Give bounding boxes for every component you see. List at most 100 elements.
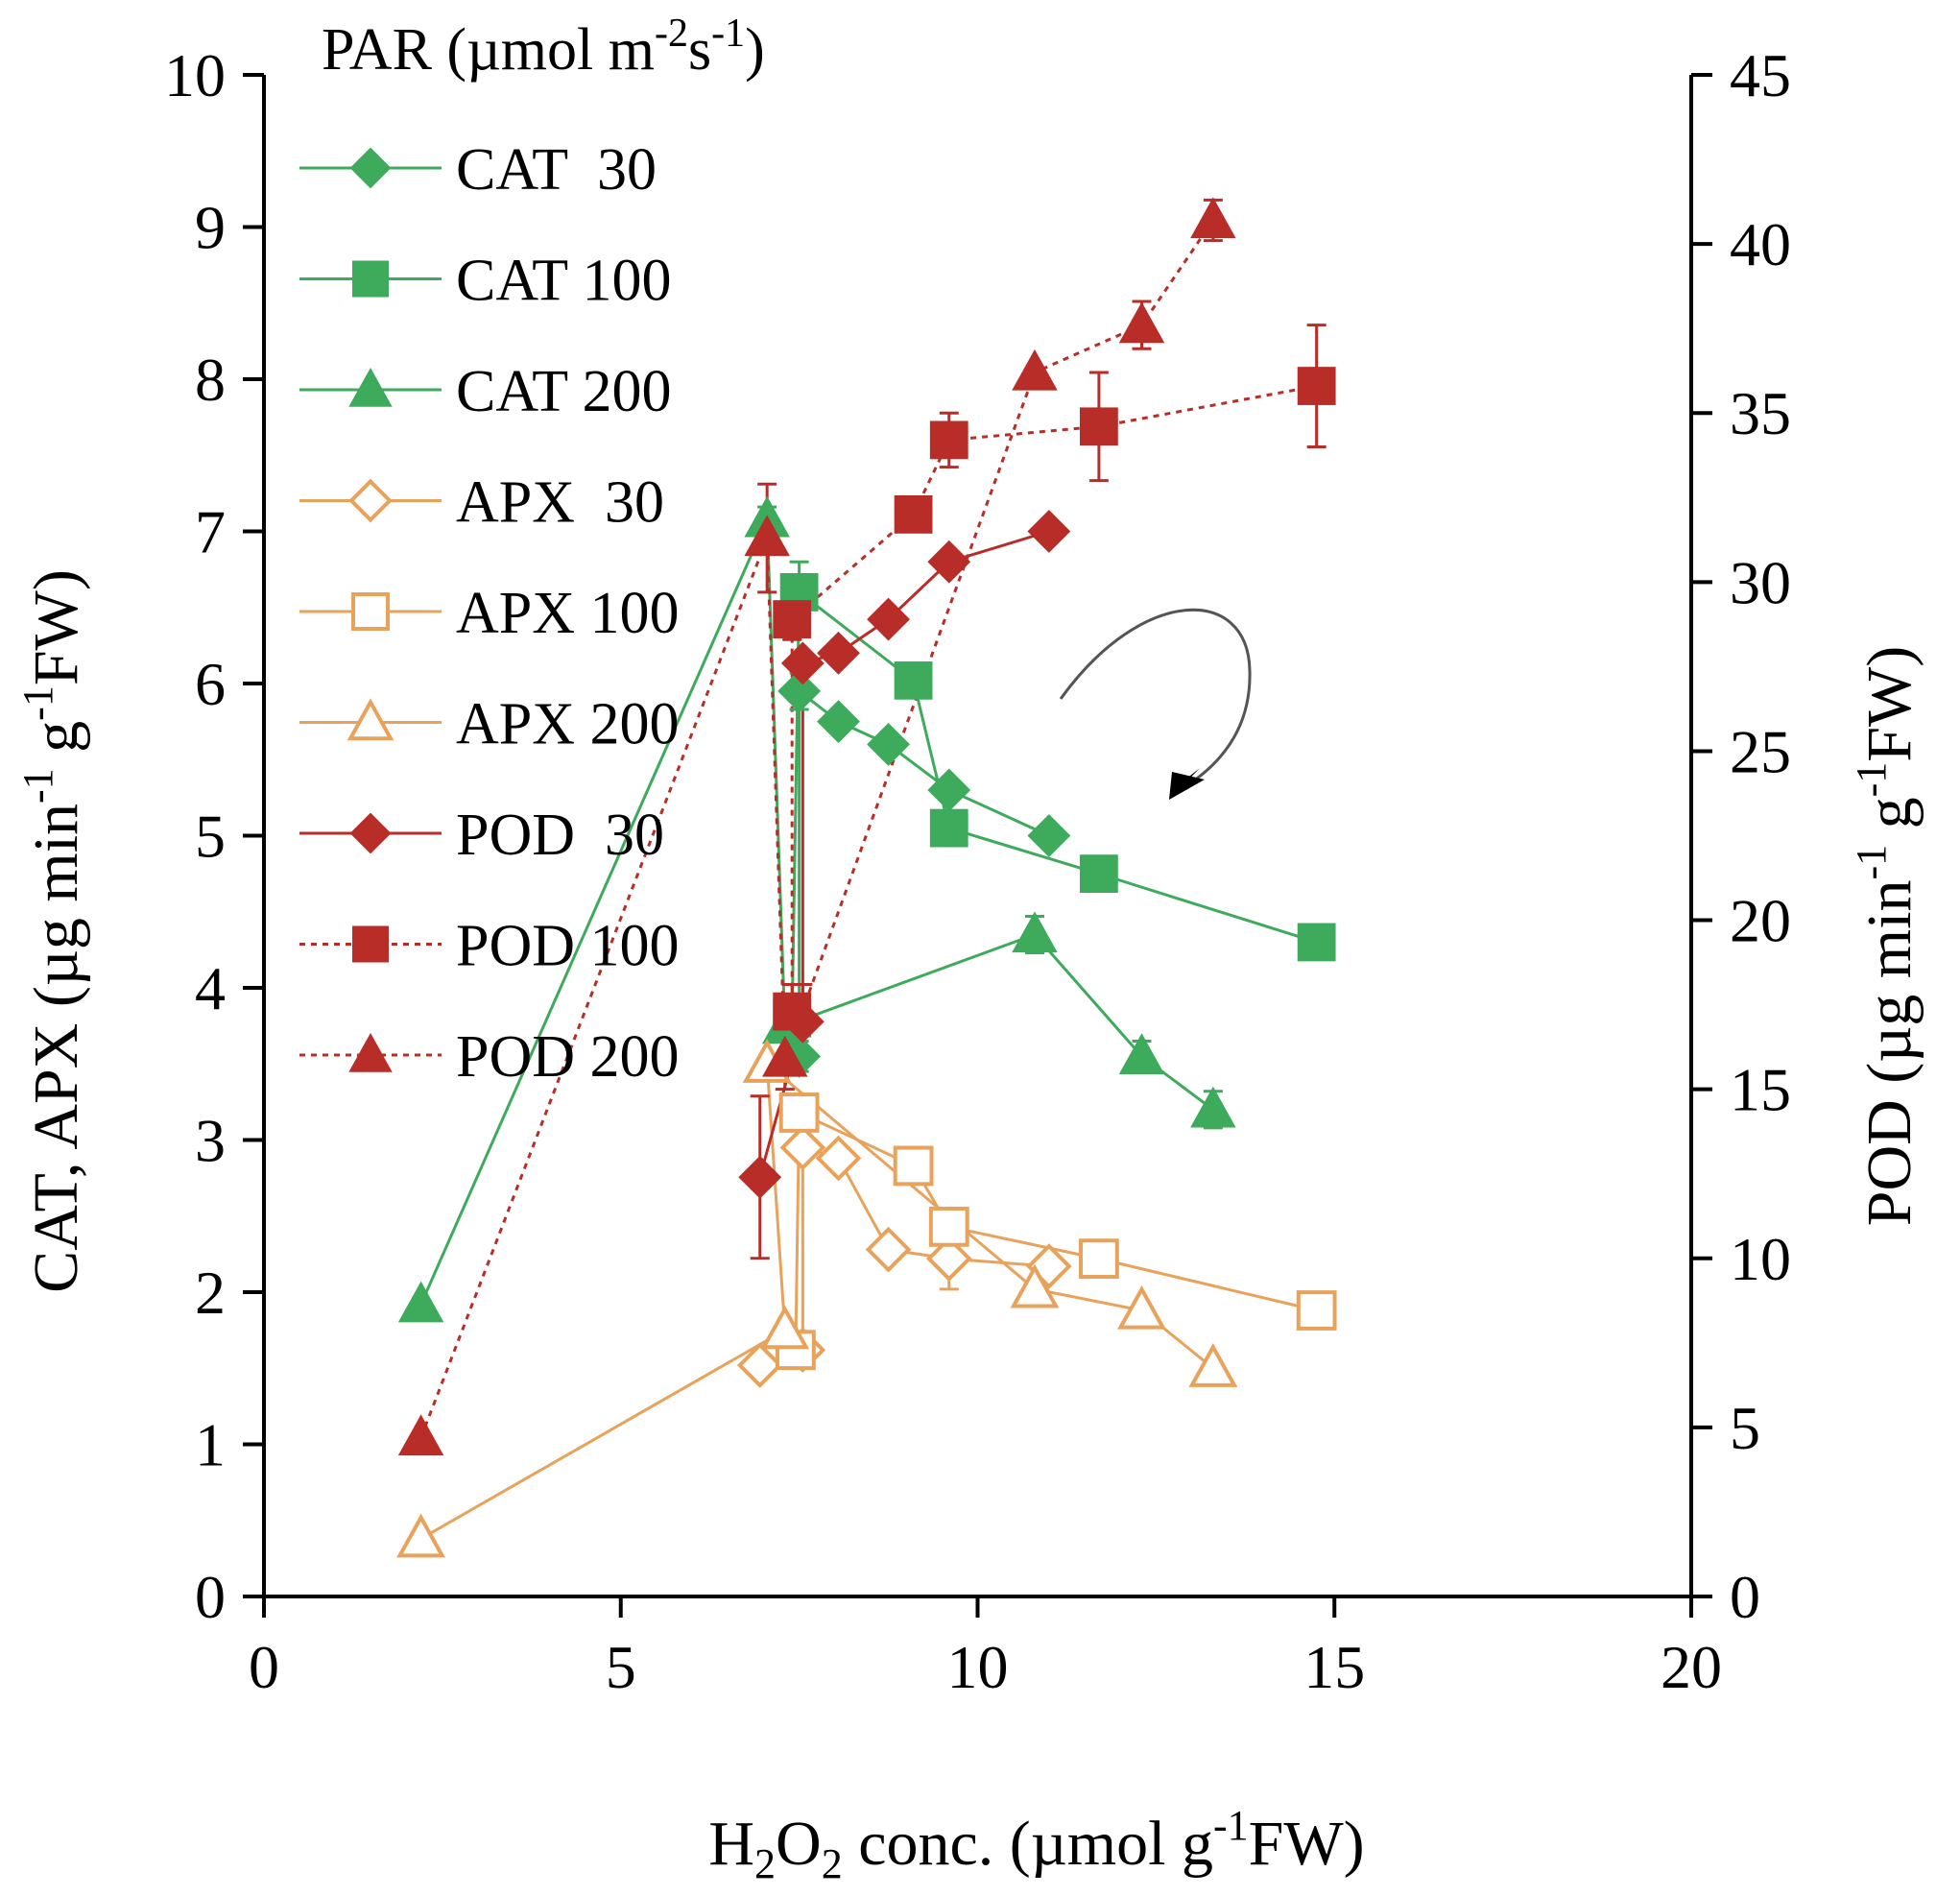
point-cat-100: [894, 660, 933, 700]
point-apx-100: [928, 1206, 969, 1247]
y-right-tick-label: 45: [1730, 41, 1791, 109]
legend-marker-apx-200: [347, 698, 394, 741]
legend-marker-pod-100: [352, 925, 389, 963]
legend-title: PAR (µmol m-2s-1): [322, 12, 765, 83]
curved-arrow-icon: [1059, 608, 1252, 794]
legend-label-pod-200: POD 200: [456, 1024, 680, 1090]
point-cat-100: [1297, 923, 1336, 962]
point-pod-100: [929, 420, 968, 460]
y-left-tick-label: 10: [164, 41, 226, 109]
y-right-tick-label: 25: [1730, 717, 1791, 785]
legend-marker-cat-30: [349, 147, 392, 189]
series-line-apx-200: [419, 1060, 1214, 1541]
x-tick-label: 10: [947, 1633, 1009, 1701]
y-right-tick-label: 5: [1730, 1394, 1760, 1462]
legend-label-cat-200: CAT 200: [456, 359, 672, 424]
point-pod-200: [1190, 197, 1236, 239]
legend-marker-cat-100: [352, 260, 389, 298]
point-pod-200: [762, 1035, 808, 1077]
y-left-tick-label: 1: [195, 1411, 226, 1479]
point-apx-200: [396, 1513, 446, 1558]
y-left-tick-label: 4: [195, 954, 226, 1022]
point-cat-30: [817, 700, 860, 744]
x-tick-label: 0: [249, 1633, 279, 1701]
y-left-tick-label: 5: [195, 803, 226, 871]
y-right-tick-label: 35: [1730, 379, 1791, 447]
legend-label-cat-100: CAT 100: [456, 249, 672, 314]
point-cat-200: [1012, 911, 1058, 953]
y-left-axis-title: CAT, APX (µg min-1 g-1FW): [14, 569, 91, 1293]
point-apx-100: [893, 1145, 934, 1187]
point-pod-30: [738, 1155, 782, 1199]
point-pod-30: [867, 597, 910, 641]
point-pod-100: [773, 600, 812, 638]
point-cat-200: [1118, 1033, 1165, 1074]
point-apx-200: [1188, 1343, 1238, 1387]
y-left-tick-label: 7: [195, 498, 226, 566]
y-left-tick-label: 9: [195, 194, 226, 262]
point-cat-30: [1027, 814, 1071, 857]
point-apx-200: [1010, 1263, 1060, 1308]
point-cat-30: [867, 722, 910, 766]
legend-label-apx-30: APX 30: [456, 470, 664, 536]
point-cat-100: [929, 808, 968, 848]
y-left-tick-label: 6: [195, 650, 226, 718]
point-pod-100: [1297, 367, 1336, 405]
y-right-tick-label: 0: [1730, 1563, 1760, 1631]
legend-marker-pod-200: [348, 1032, 393, 1072]
legend-marker-apx-100: [351, 592, 390, 631]
y-left-tick-label: 8: [195, 346, 226, 414]
point-cat-30: [777, 669, 822, 713]
legend-marker-cat-200: [348, 367, 393, 407]
point-cat-30: [927, 768, 971, 812]
legend-label-apx-100: APX 100: [456, 581, 680, 646]
point-pod-100: [894, 494, 933, 534]
series-markers: [396, 197, 1337, 1558]
point-apx-100: [1078, 1238, 1119, 1280]
x-axis-title: H2O2 conc. (µmol g-1FW): [708, 1802, 1364, 1887]
series-line-cat-100: [790, 588, 1318, 1019]
arrow-head-icon: [1169, 768, 1205, 800]
y-right-tick-label: 30: [1730, 548, 1791, 616]
legend-marker-pod-30: [349, 812, 392, 854]
series-line-cat-30: [798, 687, 1050, 1057]
curved-arrow-annotation: [1059, 608, 1252, 800]
point-cat-200: [1190, 1086, 1236, 1128]
point-pod-30: [927, 540, 971, 584]
point-pod-100: [773, 992, 812, 1031]
legend-marker-apx-30: [348, 478, 393, 523]
point-pod-30: [1027, 510, 1071, 553]
point-pod-200: [744, 515, 790, 557]
y-left-tick-label: 2: [195, 1259, 226, 1327]
y-right-tick-label: 40: [1730, 210, 1791, 278]
y-right-tick-label: 15: [1730, 1056, 1791, 1124]
legend: PAR (µmol m-2s-1) CAT 30 CAT 100 CAT 200 AP…: [299, 12, 765, 1090]
point-apx-30: [779, 1124, 826, 1171]
series-line-pod-200: [419, 219, 1215, 1438]
x-tick-label: 15: [1303, 1633, 1365, 1701]
point-pod-200: [1118, 301, 1165, 344]
point-pod-100: [1079, 407, 1118, 446]
legend-label-apx-200: APX 200: [456, 692, 680, 757]
y-right-axis-title: POD (µg min-1 g-1FW): [1848, 646, 1924, 1227]
y-left-tick-label: 3: [195, 1107, 226, 1175]
x-tick-label: 20: [1661, 1633, 1722, 1701]
point-apx-30: [925, 1236, 972, 1282]
point-apx-30: [736, 1342, 783, 1388]
legend-label-cat-30: CAT 30: [456, 137, 657, 203]
point-apx-30: [865, 1226, 912, 1273]
series-line-apx-100: [794, 1110, 1318, 1351]
x-tick-label: 5: [606, 1633, 636, 1701]
point-apx-100: [1296, 1290, 1337, 1331]
point-pod-30: [817, 631, 860, 675]
point-apx-100: [778, 1092, 820, 1133]
point-apx-30: [815, 1135, 862, 1182]
point-cat-200: [397, 1281, 444, 1323]
y-right-tick-label: 20: [1730, 887, 1791, 955]
point-pod-30: [780, 641, 825, 685]
y-left-tick-label: 0: [195, 1563, 226, 1631]
point-apx-200: [760, 1305, 810, 1350]
point-cat-100: [1079, 854, 1118, 894]
legend-label-pod-100: POD 100: [456, 914, 680, 979]
